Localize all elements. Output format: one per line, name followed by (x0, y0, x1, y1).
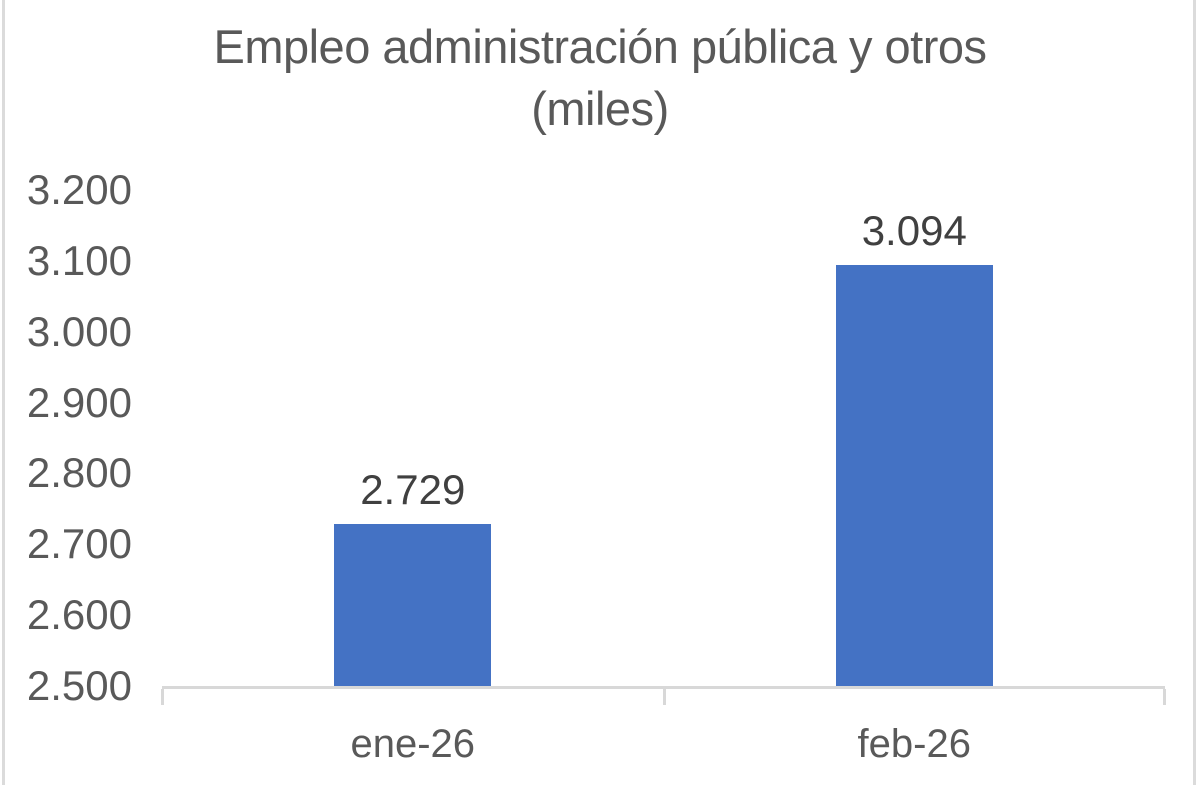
y-axis-label: 3.200 (26, 166, 132, 213)
y-axis-label: 2.900 (26, 378, 132, 426)
right-edge-line (1193, 0, 1196, 785)
chart-title: Empleo administración pública y otros (m… (0, 16, 1200, 140)
data-label-feb-26: 3.094 (861, 207, 967, 255)
chart-title-line2: (miles) (531, 82, 669, 135)
chart-title-line1: Empleo administración pública y otros (213, 20, 987, 73)
y-axis-label: 3.100 (26, 236, 132, 284)
y-axis-label: 2.800 (26, 449, 132, 497)
y-axis-label: 2.500 (26, 662, 132, 709)
x-axis-label-feb-26: feb-26 (857, 722, 971, 766)
y-axis-label: 2.700 (26, 520, 132, 568)
y-axis-label: 2.600 (26, 591, 132, 639)
x-axis-line (162, 686, 1165, 689)
x-axis-tick (663, 689, 666, 705)
data-label-ene-26: 2.729 (360, 465, 466, 513)
x-axis-tick (1163, 689, 1166, 705)
x-axis-tick (161, 689, 164, 705)
bar-feb-26 (835, 265, 993, 686)
bar-ene-26 (334, 523, 492, 686)
y-axis-label: 3.000 (26, 307, 132, 355)
x-axis-label-ene-26: ene-26 (350, 722, 476, 766)
left-edge-line (2, 0, 5, 785)
